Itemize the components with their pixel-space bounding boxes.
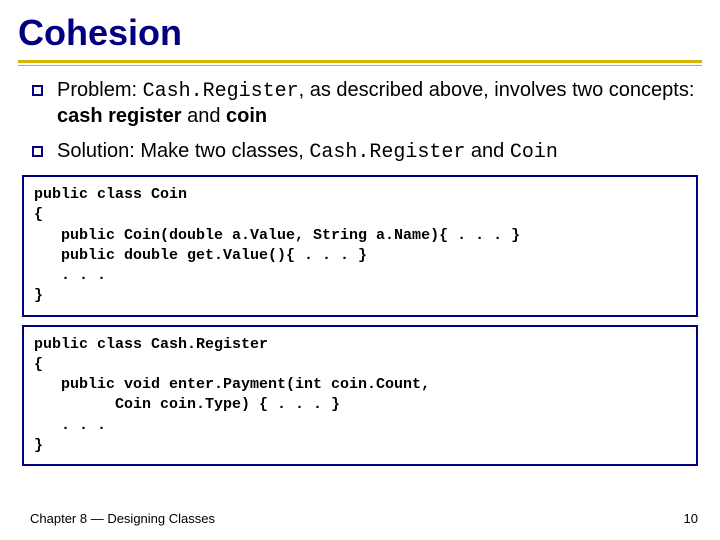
title-underline-thick	[18, 60, 702, 63]
text-prefix: Solution: Make two classes,	[57, 140, 309, 162]
text-and: and	[182, 105, 226, 127]
footer: Chapter 8 — Designing Classes 10	[30, 511, 698, 526]
text-bold1: cash register	[57, 105, 182, 127]
code-block-cashregister: public class Cash.Register { public void…	[22, 325, 698, 467]
bullet-problem: Problem: Cash.Register, as described abo…	[32, 78, 702, 129]
footer-left: Chapter 8 — Designing Classes	[30, 511, 215, 526]
title-underline-thin	[18, 65, 702, 66]
code-block-coin: public class Coin { public Coin(double a…	[22, 175, 698, 317]
bullet-text: Problem: Cash.Register, as described abo…	[57, 78, 702, 129]
bullet-marker	[32, 146, 43, 157]
text-and: and	[465, 140, 509, 162]
text-mono1: Cash.Register	[309, 141, 465, 164]
slide: Cohesion Problem: Cash.Register, as desc…	[0, 0, 720, 540]
text-mid: , as described above, involves two conce…	[299, 79, 695, 101]
bullet-marker	[32, 85, 43, 96]
slide-title: Cohesion	[18, 12, 702, 54]
bullet-text: Solution: Make two classes, Cash.Registe…	[57, 139, 702, 165]
footer-right: 10	[684, 511, 698, 526]
text-mono2: Coin	[510, 141, 558, 164]
text-bold2: coin	[226, 105, 267, 127]
text-prefix: Problem:	[57, 79, 143, 101]
bullet-solution: Solution: Make two classes, Cash.Registe…	[32, 139, 702, 165]
text-mono: Cash.Register	[143, 80, 299, 103]
